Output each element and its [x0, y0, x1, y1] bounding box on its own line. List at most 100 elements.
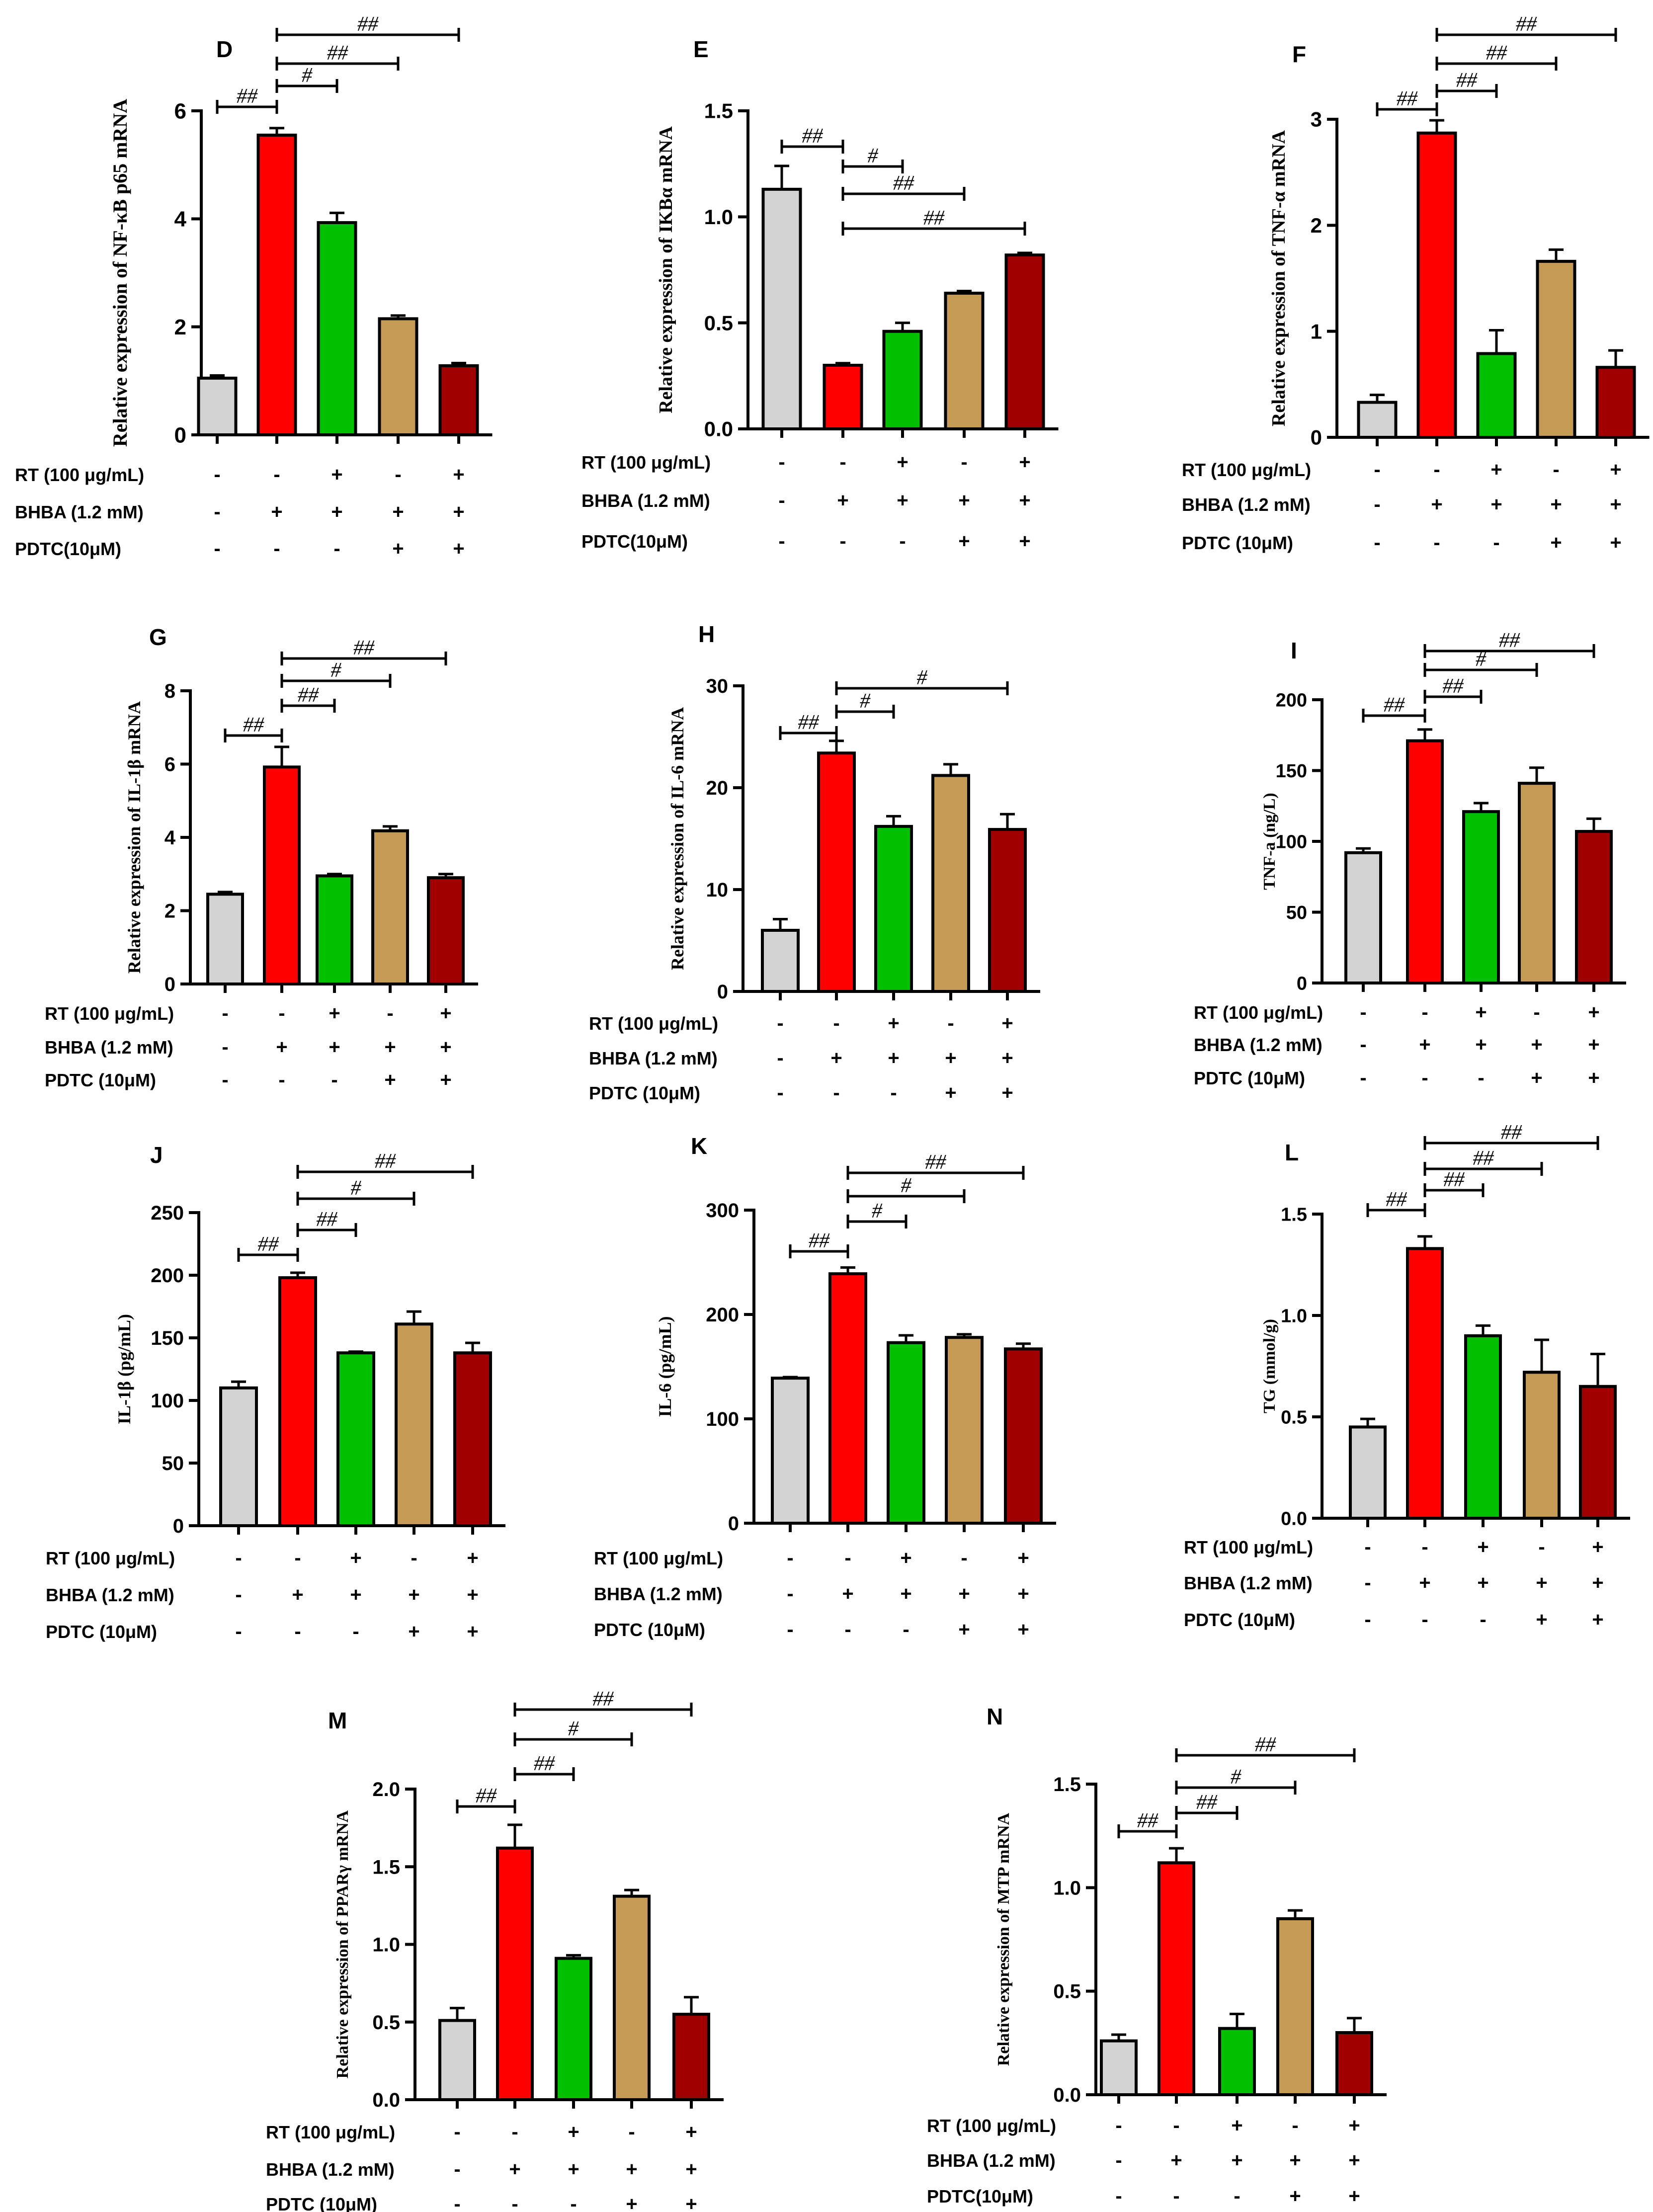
panel-label: M: [328, 1708, 347, 1733]
condition-mark: -: [1234, 2185, 1240, 2207]
y-axis-label: Relative expression of MTP mRNA: [994, 1812, 1013, 2066]
significance-label: ##: [1386, 1188, 1407, 1211]
condition-label-pdtc: PDTC (10μM): [1182, 533, 1293, 553]
significance-label: ##: [1486, 42, 1507, 65]
condition-mark: +: [1017, 1619, 1029, 1640]
condition-mark: -: [787, 1583, 793, 1605]
panel-label: N: [987, 1704, 1003, 1729]
y-tick-label: 4: [165, 827, 176, 849]
y-tick-label: 2: [1311, 214, 1322, 237]
condition-mark: -: [1433, 459, 1440, 481]
condition-label-bhba: BHBA (1.2 mM): [589, 1048, 718, 1068]
condition-mark: +: [509, 2158, 520, 2180]
bar-4: [378, 317, 418, 436]
condition-mark: +: [384, 1036, 396, 1058]
condition-label-bhba: BHBA (1.2 mM): [45, 1037, 173, 1058]
condition-mark: +: [1588, 1034, 1599, 1056]
bar-4: [944, 291, 985, 431]
condition-label-rt: RT (100 μg/mL): [266, 2122, 395, 2142]
condition-mark: +: [1019, 451, 1030, 473]
condition-mark: -: [411, 1547, 417, 1569]
bar-5: [1575, 830, 1613, 985]
y-axis-label: TG (mmol/g): [1260, 1319, 1279, 1413]
significance-label: #: [860, 690, 871, 713]
bar-3: [1218, 2027, 1256, 2097]
panel-label: L: [1285, 1140, 1299, 1165]
y-tick-label: 0.5: [372, 2012, 400, 2034]
bar-1: [197, 376, 238, 437]
y-tick-label: 100: [1276, 831, 1307, 852]
condition-mark: +: [408, 1621, 419, 1642]
condition-label-rt: RT (100 μg/mL): [1182, 460, 1311, 480]
condition-mark: +: [685, 2121, 697, 2143]
y-tick-label: 100: [706, 1408, 739, 1430]
condition-mark: +: [958, 530, 970, 552]
significance-label: ##: [258, 1233, 279, 1256]
condition-mark: +: [329, 1036, 340, 1058]
y-tick-label: 150: [151, 1327, 184, 1349]
condition-mark: -: [214, 501, 220, 523]
bar-2: [823, 364, 863, 430]
bar-2: [256, 133, 297, 436]
condition-mark: +: [1289, 2149, 1301, 2171]
condition-mark: +: [392, 501, 404, 523]
condition-mark: +: [1419, 1034, 1430, 1056]
condition-mark: -: [1115, 2185, 1122, 2207]
condition-mark: -: [777, 1047, 783, 1069]
condition-mark: +: [1610, 532, 1621, 554]
bar-5: [672, 2013, 710, 2101]
condition-mark: -: [844, 1547, 851, 1569]
bar-2: [1406, 739, 1444, 985]
bar-5: [427, 876, 465, 985]
bar-5: [453, 1351, 492, 1527]
significance-label: ##: [1444, 1168, 1465, 1191]
condition-mark: +: [1419, 1572, 1430, 1594]
bar-1: [1357, 401, 1398, 439]
y-tick-label: 1.5: [372, 1856, 400, 1878]
condition-label-pdtc: PDTC(10μM): [581, 531, 688, 552]
significance-label: ##: [327, 42, 348, 65]
condition-mark: -: [387, 1002, 393, 1024]
condition-mark: -: [890, 1082, 897, 1104]
chart-panel-l: L 0.0 0.5 1.0 1.5 TG (mmol/g) ## ## ## ## RT (100 …: [1184, 1121, 1630, 1631]
condition-mark: -: [844, 1619, 851, 1640]
y-tick-label: 100: [151, 1390, 184, 1412]
condition-mark: -: [1421, 1609, 1428, 1631]
condition-mark: -: [1173, 2115, 1179, 2136]
condition-mark: +: [1531, 1034, 1542, 1056]
significance-label: ##: [1384, 694, 1405, 717]
y-tick-label: 0: [717, 981, 728, 1003]
y-tick-label: 50: [162, 1453, 184, 1475]
condition-mark: -: [278, 1002, 285, 1024]
condition-mark: -: [1360, 1034, 1366, 1056]
bar-2: [278, 1276, 317, 1528]
condition-mark: -: [1553, 459, 1559, 481]
y-tick-label: 4: [174, 207, 187, 232]
condition-mark: +: [331, 464, 342, 486]
condition-mark: +: [888, 1047, 899, 1069]
condition-mark: +: [685, 2158, 697, 2180]
panel-label: I: [1291, 638, 1297, 663]
condition-mark: +: [1017, 1547, 1029, 1569]
condition-mark: +: [958, 1619, 970, 1640]
condition-label-rt: RT (100 μg/mL): [15, 465, 144, 485]
condition-mark: -: [1493, 532, 1499, 554]
condition-mark: -: [1480, 1609, 1486, 1631]
significance-label: #: [331, 659, 342, 682]
condition-mark: +: [1592, 1572, 1603, 1594]
condition-mark: -: [628, 2121, 635, 2143]
y-tick-label: 1.5: [1053, 1774, 1081, 1796]
condition-mark: -: [961, 451, 967, 473]
bar-5: [1579, 1385, 1617, 1520]
panel-label: F: [1292, 41, 1306, 67]
condition-mark: -: [778, 451, 785, 473]
condition-mark: -: [273, 464, 280, 486]
y-tick-label: 2.0: [372, 1779, 400, 1801]
condition-label-rt: RT (100 μg/mL): [46, 1548, 175, 1568]
condition-mark: +: [408, 1584, 419, 1606]
significance-label: ##: [357, 13, 379, 36]
y-tick-label: 8: [165, 680, 175, 702]
